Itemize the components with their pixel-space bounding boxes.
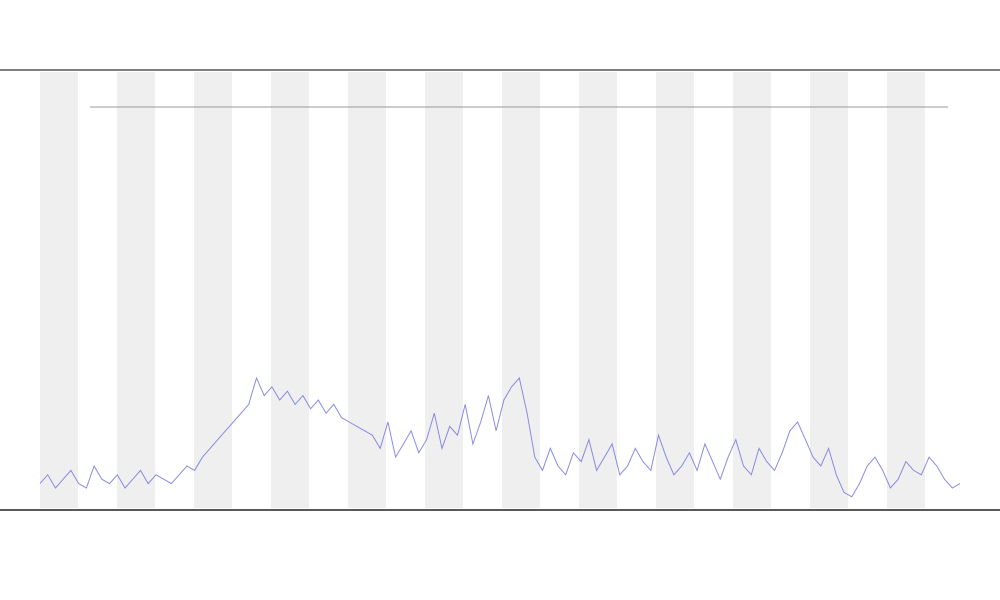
band xyxy=(117,72,155,508)
band xyxy=(733,72,771,508)
series-line xyxy=(39,376,961,498)
band xyxy=(656,72,694,508)
band xyxy=(348,72,386,508)
band xyxy=(887,72,925,508)
band xyxy=(425,72,463,508)
band xyxy=(810,72,848,508)
band xyxy=(271,72,309,508)
band xyxy=(579,72,617,508)
band xyxy=(194,72,232,508)
band xyxy=(502,72,540,508)
background-bands xyxy=(40,72,925,508)
band xyxy=(40,72,78,508)
